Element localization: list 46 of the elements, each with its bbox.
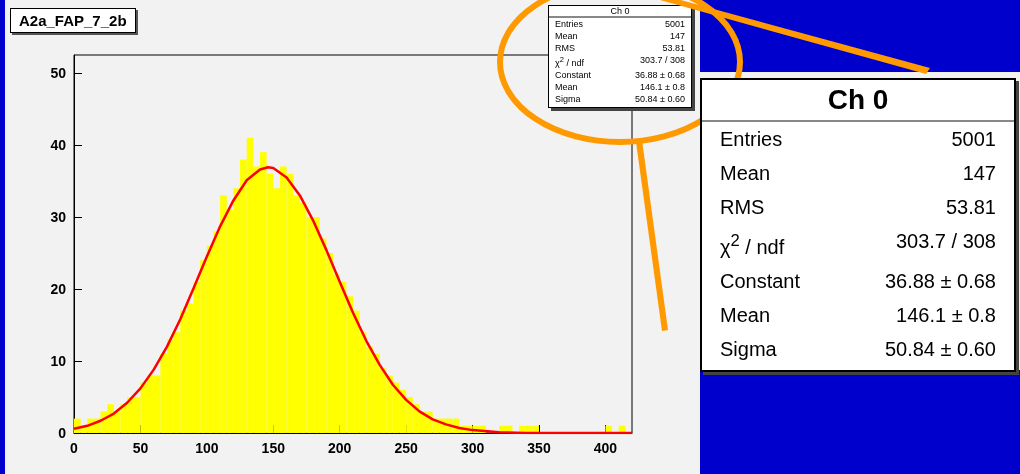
text: Mean bbox=[720, 303, 771, 326]
text: Mean bbox=[720, 162, 771, 184]
text: χ$^{2}$ / ndf bbox=[720, 231, 785, 258]
text: 146.1 ± 0.8 bbox=[640, 82, 685, 92]
text: RMS bbox=[720, 196, 765, 218]
text: Ch 0 bbox=[827, 84, 889, 115]
text: Entries bbox=[555, 19, 584, 29]
annotation: Sigma bbox=[555, 94, 581, 104]
x-tick-label: 50 bbox=[132, 440, 149, 456]
y-tick-label: 40 bbox=[50, 137, 67, 153]
text: 53.81 bbox=[945, 196, 996, 218]
text: RMS bbox=[555, 43, 575, 53]
text: Mean bbox=[555, 31, 578, 41]
text: 36.88 ± 0.68 bbox=[635, 70, 685, 80]
text: 147 bbox=[669, 31, 685, 41]
text: 36.88 ± 0.68 bbox=[884, 269, 996, 292]
text: 53.81 bbox=[662, 43, 685, 53]
text: Entries bbox=[720, 128, 783, 150]
chart-title: A2a_FAP_7_2b bbox=[10, 8, 136, 33]
x-tick-label: 200 bbox=[328, 440, 352, 456]
text: Sigma bbox=[720, 337, 777, 360]
text: 50.84 ± 0.60 bbox=[884, 337, 996, 360]
y-tick-label: 20 bbox=[50, 281, 67, 297]
x-tick-label: 300 bbox=[460, 440, 485, 456]
text: Ch 0 bbox=[549, 6, 691, 18]
text: 303.7 / 308 bbox=[895, 230, 996, 252]
x-tick-label: 250 bbox=[394, 440, 419, 456]
text: 303.7 / 308 bbox=[639, 55, 685, 67]
x-tick-label: 400 bbox=[593, 440, 618, 456]
y-tick-label: 0 bbox=[58, 425, 67, 441]
y-tick-label: 10 bbox=[50, 353, 67, 369]
annotation: Constant bbox=[555, 70, 592, 80]
x-tick-label: 0 bbox=[70, 440, 79, 456]
text: Constant bbox=[720, 269, 801, 292]
x-tick-label: 350 bbox=[527, 440, 551, 456]
y-tick-label: 30 bbox=[50, 209, 67, 225]
annotation: Mean bbox=[555, 82, 578, 92]
y-tick-label: 50 bbox=[50, 65, 67, 81]
text: 146.1 ± 0.8 bbox=[896, 303, 996, 326]
text: 50.84 ± 0.60 bbox=[635, 94, 685, 104]
text: 5001 bbox=[951, 128, 996, 150]
text: 147 bbox=[962, 162, 996, 184]
annotation: χ$^{2}$ / ndf bbox=[555, 55, 584, 68]
x-tick-label: 150 bbox=[261, 440, 286, 456]
x-tick-label: 100 bbox=[195, 440, 219, 456]
text: 5001 bbox=[664, 19, 685, 29]
